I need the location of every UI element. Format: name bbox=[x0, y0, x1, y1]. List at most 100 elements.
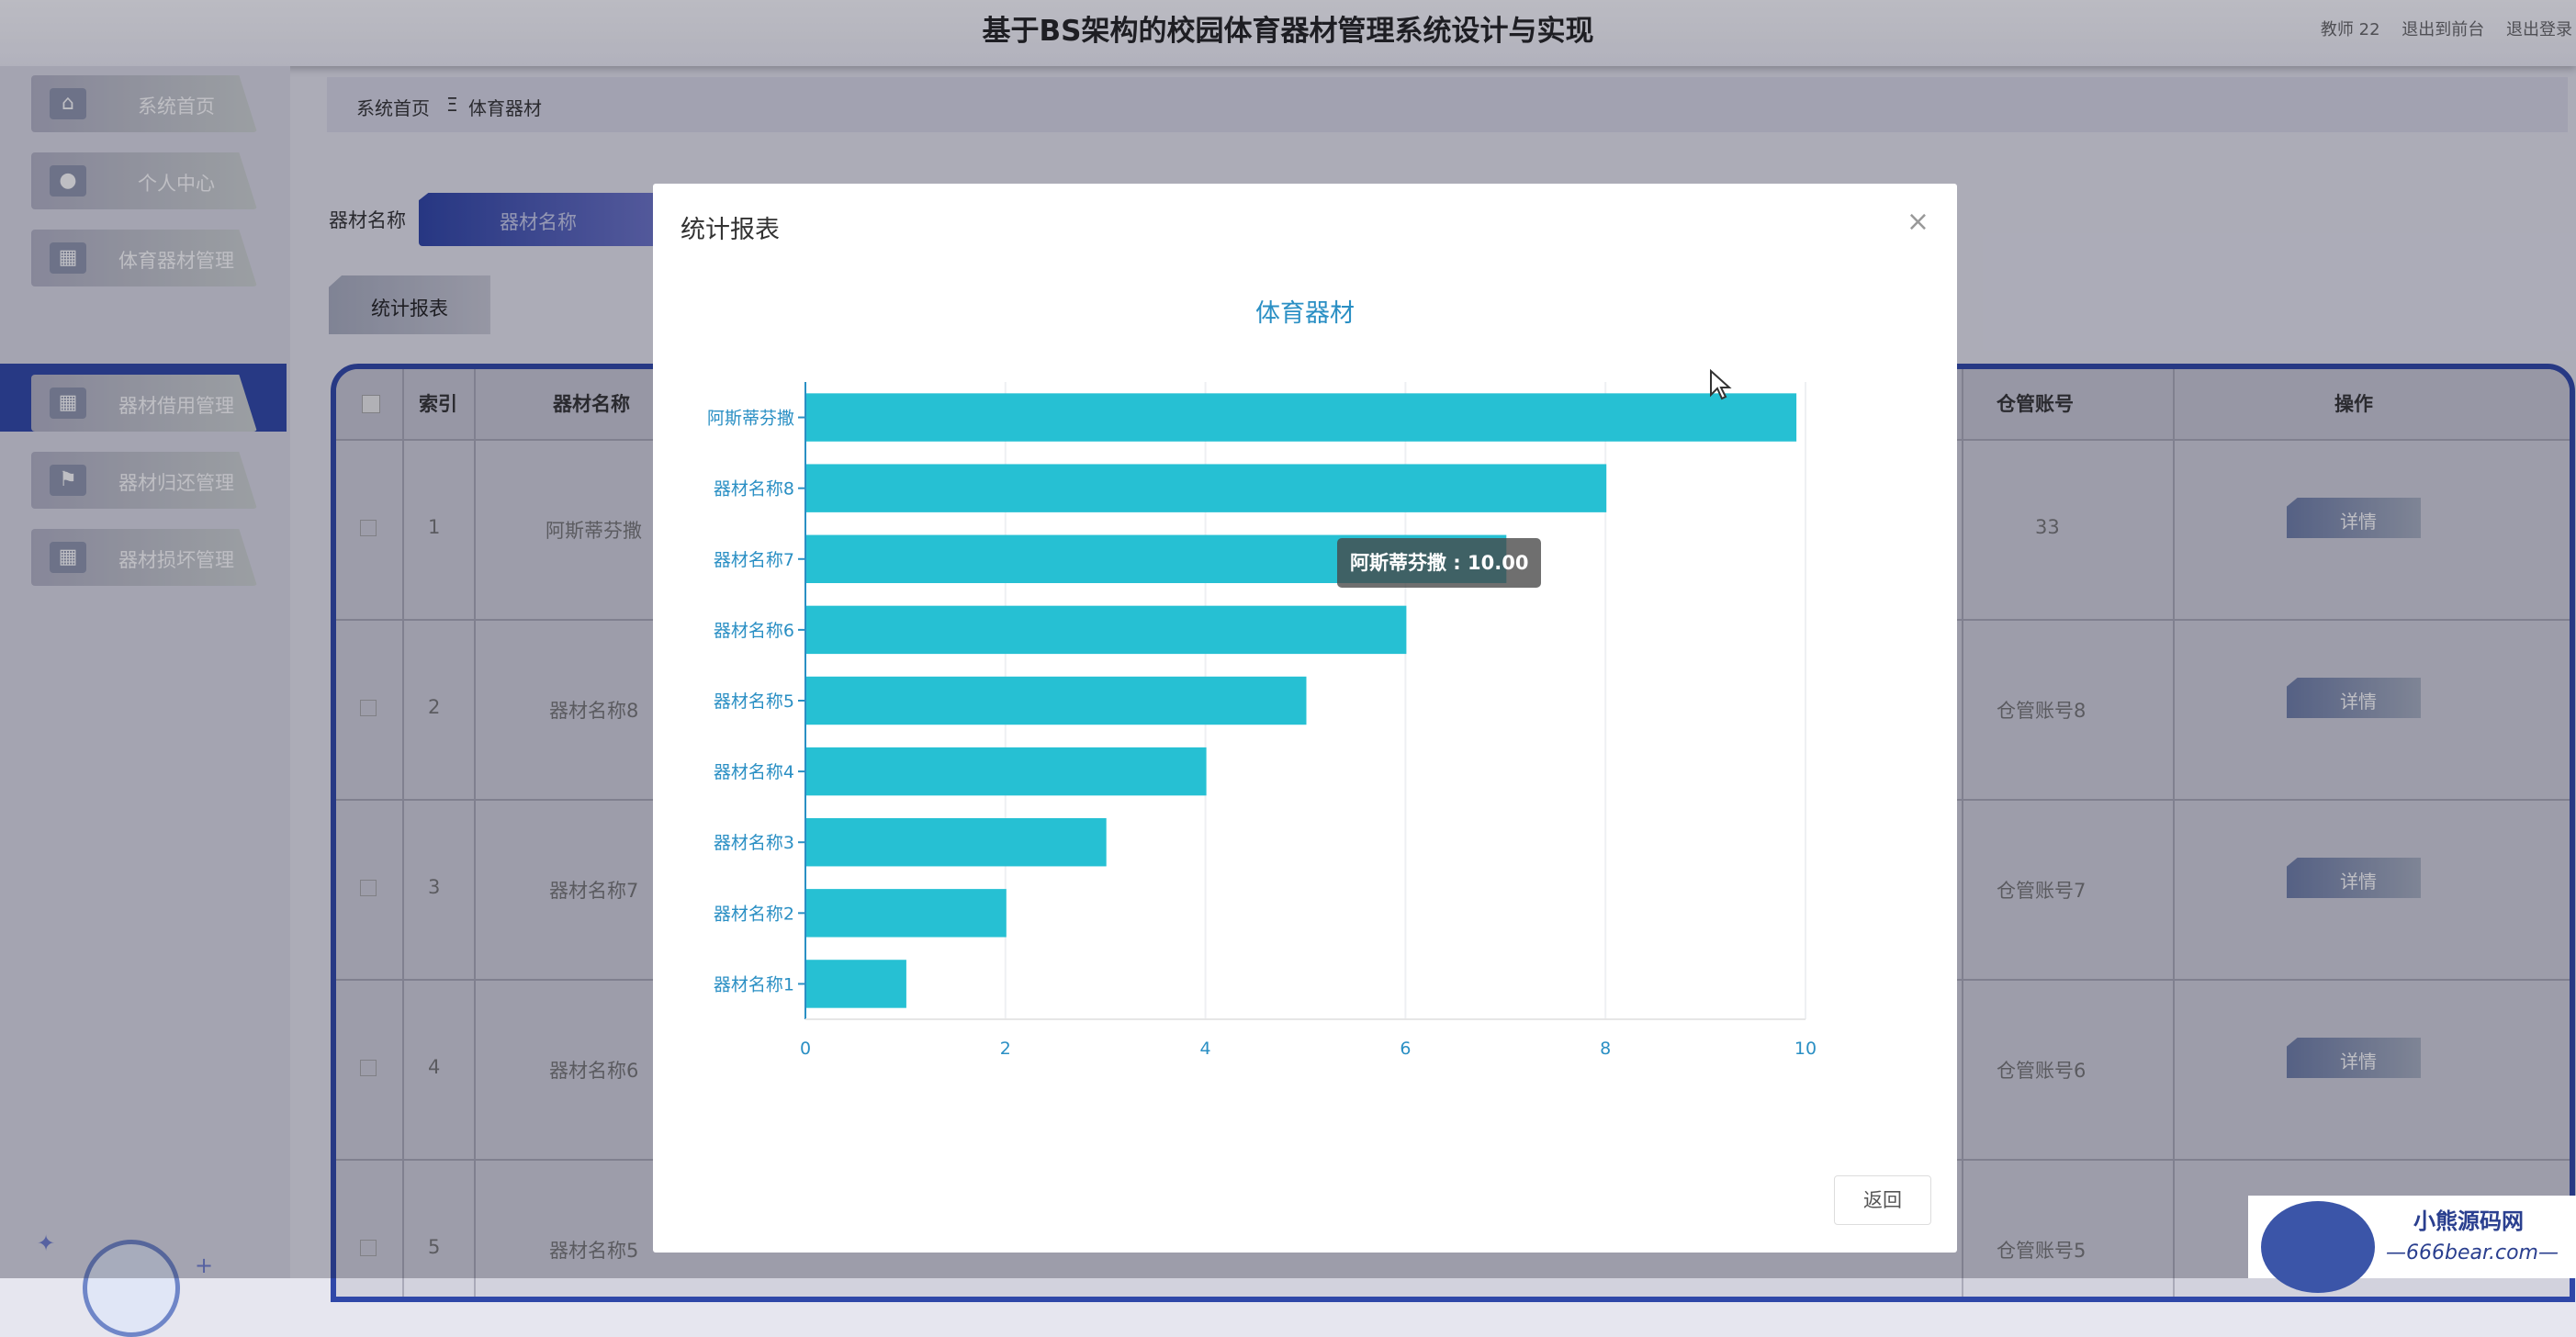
bar bbox=[806, 464, 1607, 512]
sidebar-item-label: 器材损坏管理 bbox=[118, 549, 234, 571]
header-account: 仓管账号 bbox=[1997, 393, 2074, 415]
search-input[interactable]: 器材名称 bbox=[419, 193, 658, 246]
sidebar-item-profile[interactable]: ● 个人中心 bbox=[31, 152, 257, 209]
watermark-logo: 小熊源码网 —666bear.com— bbox=[2248, 1196, 2576, 1293]
select-all-checkbox[interactable] bbox=[362, 395, 380, 413]
header-name: 器材名称 bbox=[553, 393, 630, 415]
row-account: 仓管账号6 bbox=[1997, 1060, 2087, 1082]
report-modal: 统计报表 × 体育器材 0 2 4 6 8 10 阿斯蒂芬撒 器材名称8 器材名称7 器材名称6 器材… bbox=[653, 184, 1957, 1253]
flag-icon: ⚑ bbox=[50, 465, 86, 496]
row-account: 仓管账号8 bbox=[1997, 700, 2087, 722]
breadcrumb-separator: Ξ bbox=[446, 94, 458, 116]
detail-button[interactable]: 详情 bbox=[2287, 858, 2421, 898]
sidebar-item-label: 体育器材管理 bbox=[118, 250, 234, 272]
user-name: 教师 22 bbox=[2320, 20, 2380, 39]
row-index: 2 bbox=[428, 696, 441, 718]
x-tick-label: 2 bbox=[1000, 1039, 1011, 1059]
row-index: 5 bbox=[428, 1236, 441, 1258]
row-index: 4 bbox=[428, 1056, 441, 1078]
sparkle-icon: ✦ bbox=[37, 1230, 56, 1256]
detail-button-label: 详情 bbox=[2340, 1050, 2377, 1073]
row-name: 阿斯蒂芬撒 bbox=[546, 520, 642, 542]
category-label: 阿斯蒂芬撒 bbox=[707, 409, 794, 429]
bar bbox=[806, 889, 1007, 938]
row-account: 33 bbox=[2035, 516, 2060, 538]
detail-button[interactable]: 详情 bbox=[2287, 678, 2421, 718]
sidebar-item-equipment[interactable]: ▦ 体育器材管理 bbox=[31, 230, 257, 286]
row-checkbox[interactable] bbox=[360, 1240, 377, 1256]
top-bar: 基于BS架构的校园体育器材管理系统设计与实现 教师 22 退出到前台 退出登录 bbox=[0, 0, 2576, 66]
sidebar-item-home[interactable]: ⌂ 系统首页 bbox=[31, 75, 257, 132]
plus-icon: + bbox=[195, 1253, 214, 1278]
x-tick-label: 4 bbox=[1200, 1039, 1211, 1059]
row-name: 器材名称5 bbox=[549, 1240, 639, 1262]
row-name: 器材名称6 bbox=[549, 1060, 639, 1082]
detail-button[interactable]: 详情 bbox=[2287, 1038, 2421, 1078]
bar bbox=[806, 960, 906, 1008]
grid-icon: ▦ bbox=[50, 542, 86, 573]
user-icon: ● bbox=[50, 165, 86, 197]
breadcrumb: 系统首页 Ξ 体育器材 bbox=[327, 77, 2568, 132]
search-placeholder: 器材名称 bbox=[500, 211, 577, 233]
header-action: 操作 bbox=[2334, 393, 2373, 415]
header-index: 索引 bbox=[419, 393, 457, 415]
sidebar-item-label: 系统首页 bbox=[138, 96, 215, 118]
category-label: 器材名称8 bbox=[714, 479, 794, 500]
category-label: 器材名称4 bbox=[714, 762, 794, 782]
close-icon[interactable]: × bbox=[1906, 206, 1929, 238]
sidebar-item-damage[interactable]: ▦ 器材损坏管理 bbox=[31, 529, 257, 586]
category-label: 器材名称1 bbox=[714, 974, 794, 994]
row-checkbox[interactable] bbox=[360, 700, 377, 716]
sidebar: ⌂ 系统首页 ● 个人中心 ▦ 体育器材管理 体育器材 ▦ 器材借用管理 ⚑ 器… bbox=[0, 66, 290, 1278]
breadcrumb-home[interactable]: 系统首页 bbox=[356, 97, 430, 119]
category-label: 器材名称6 bbox=[714, 621, 794, 641]
sidebar-item-label: 器材借用管理 bbox=[118, 395, 234, 417]
row-name: 器材名称7 bbox=[549, 880, 639, 902]
bar bbox=[806, 818, 1107, 867]
back-button[interactable]: 返回 bbox=[1834, 1175, 1931, 1225]
home-icon: ⌂ bbox=[50, 88, 86, 119]
row-index: 1 bbox=[428, 516, 441, 538]
row-checkbox[interactable] bbox=[360, 1060, 377, 1076]
row-account: 仓管账号5 bbox=[1997, 1240, 2087, 1262]
bar bbox=[806, 676, 1307, 725]
sidebar-item-borrow[interactable]: ▦ 器材借用管理 bbox=[31, 375, 257, 432]
bar bbox=[806, 393, 1797, 442]
x-tick-label: 0 bbox=[800, 1039, 811, 1059]
front-link[interactable]: 退出到前台 bbox=[2402, 20, 2485, 39]
sidebar-item-label: 器材归还管理 bbox=[118, 472, 234, 494]
sidebar-item-label: 个人中心 bbox=[138, 173, 215, 195]
bar bbox=[806, 605, 1407, 655]
grid-icon: ▦ bbox=[50, 388, 86, 419]
row-index: 3 bbox=[428, 876, 441, 898]
bear-logo-icon bbox=[2261, 1201, 2375, 1293]
modal-title: 统计报表 bbox=[681, 216, 780, 244]
detail-button[interactable]: 详情 bbox=[2287, 498, 2421, 538]
category-label: 器材名称7 bbox=[714, 550, 794, 570]
row-checkbox[interactable] bbox=[360, 520, 377, 536]
grid-icon: ▦ bbox=[50, 242, 86, 274]
category-label: 器材名称2 bbox=[714, 904, 794, 924]
row-checkbox[interactable] bbox=[360, 880, 377, 896]
breadcrumb-current: 体育器材 bbox=[468, 97, 542, 119]
x-tick-label: 6 bbox=[1400, 1039, 1411, 1059]
watermark-url: —666bear.com— bbox=[2386, 1242, 2559, 1264]
report-button[interactable]: 统计报表 bbox=[329, 275, 490, 334]
x-tick-label: 8 bbox=[1600, 1039, 1611, 1059]
search-label: 器材名称 bbox=[329, 209, 406, 231]
row-name: 器材名称8 bbox=[549, 700, 639, 722]
detail-button-label: 详情 bbox=[2340, 871, 2377, 893]
detail-button-label: 详情 bbox=[2340, 691, 2377, 713]
logout-link[interactable]: 退出登录 bbox=[2506, 20, 2572, 39]
sidebar-item-return[interactable]: ⚑ 器材归还管理 bbox=[31, 452, 257, 509]
chart-tooltip: 阿斯蒂芬撒 : 10.00 bbox=[1337, 538, 1542, 588]
app-title: 基于BS架构的校园体育器材管理系统设计与实现 bbox=[982, 15, 1594, 48]
category-label: 器材名称5 bbox=[714, 691, 794, 712]
row-account: 仓管账号7 bbox=[1997, 880, 2087, 902]
chart-title: 体育器材 bbox=[1255, 299, 1355, 328]
mouse-cursor-icon bbox=[1710, 369, 1732, 400]
bar bbox=[806, 747, 1207, 796]
top-links: 教师 22 退出到前台 退出登录 bbox=[2304, 17, 2572, 40]
category-label: 器材名称3 bbox=[714, 833, 794, 853]
